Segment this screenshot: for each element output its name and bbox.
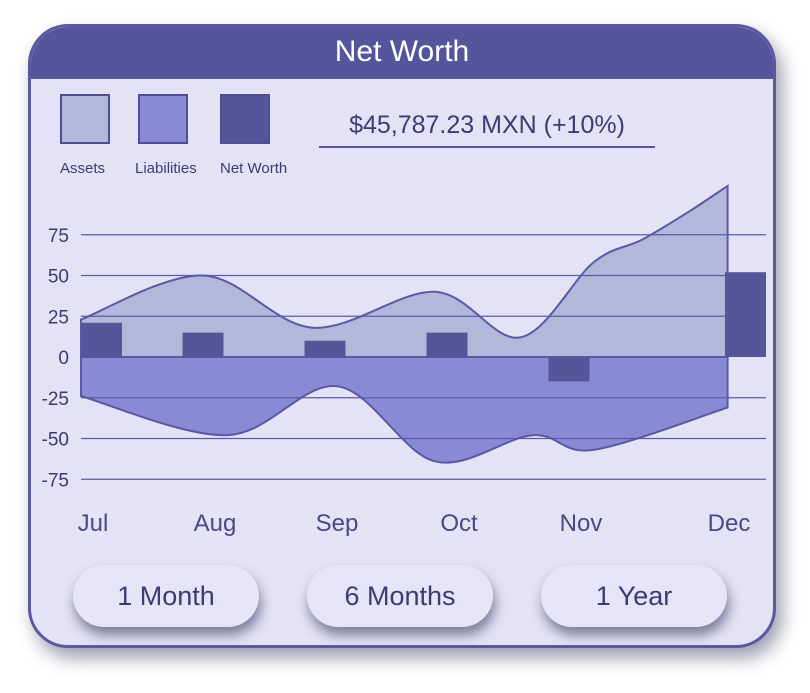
legend-label-net-worth: Net Worth <box>220 160 288 177</box>
net-worth-bar <box>426 332 468 357</box>
y-tick-label: -75 <box>42 470 69 491</box>
x-tick-label: Dec <box>708 510 751 537</box>
liabilities-area <box>80 356 729 464</box>
page-title: Net Worth <box>334 35 470 68</box>
legend-label-assets: Assets <box>60 160 106 177</box>
y-tick-label: 25 <box>48 307 69 328</box>
y-tick-label: 75 <box>48 226 69 247</box>
net-worth-bar <box>725 272 766 357</box>
net-worth-chart: 75 50 25 0 -25 -50 -75 Jul Aug Sep Oct Nov Dec <box>42 184 766 537</box>
legend-label-liabilities: Liabilities <box>135 160 197 177</box>
legend-swatch-liabilities <box>138 94 188 144</box>
y-tick-label: 50 <box>48 267 69 288</box>
assets-area <box>80 184 729 358</box>
y-tick-label: 0 <box>58 348 69 369</box>
x-tick-label: Nov <box>560 510 603 537</box>
x-tick-label: Sep <box>316 510 359 537</box>
net-worth-bar <box>182 332 224 357</box>
x-tick-label: Aug <box>194 510 237 537</box>
x-tick-label: Oct <box>440 510 478 537</box>
legend-swatch-net-worth <box>220 94 270 144</box>
net-worth-bar <box>548 357 590 382</box>
range-1-month-button[interactable]: 1 Month <box>73 565 259 627</box>
range-6-months-button[interactable]: 6 Months <box>307 565 493 627</box>
net-worth-card: Net Worth Assets Liabilities Net Worth $… <box>28 24 776 648</box>
legend-swatch-assets <box>60 94 110 144</box>
net-worth-total: $45,787.23 MXN (+10%) <box>319 111 655 148</box>
range-1-year-button[interactable]: 1 Year <box>541 565 727 627</box>
net-worth-bar <box>81 322 122 357</box>
card-header: Net Worth <box>31 27 773 79</box>
x-tick-label: Jul <box>78 510 109 537</box>
y-tick-label: -25 <box>42 389 69 410</box>
net-worth-bar <box>304 340 346 357</box>
y-tick-label: -50 <box>42 430 69 451</box>
